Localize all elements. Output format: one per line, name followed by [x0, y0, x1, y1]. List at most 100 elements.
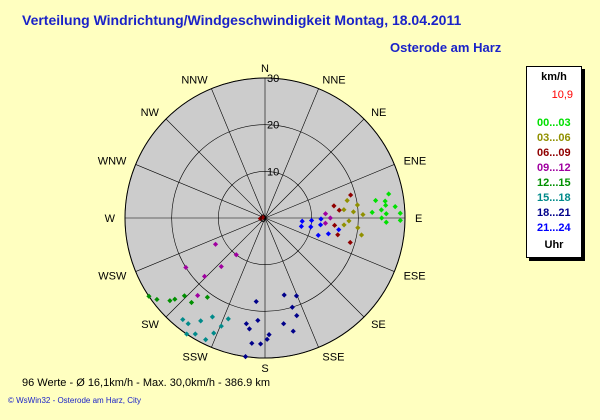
wind-point — [260, 214, 266, 220]
direction-label: WSW — [98, 270, 127, 282]
wind-point — [354, 202, 361, 208]
direction-label: W — [105, 213, 116, 225]
wind-point — [309, 217, 315, 224]
wind-point — [264, 336, 270, 342]
wind-point — [243, 321, 249, 327]
wind-point — [242, 354, 249, 360]
wind-point — [181, 293, 188, 299]
legend-max-value: 10,9 — [551, 89, 573, 101]
direction-label: S — [261, 363, 268, 375]
wind-point — [281, 321, 287, 327]
direction-label: NE — [371, 107, 386, 119]
wind-point — [360, 211, 366, 218]
direction-label: ENE — [404, 156, 427, 168]
wind-point — [249, 340, 255, 346]
wind-point — [211, 330, 217, 336]
wind-point — [185, 321, 191, 327]
wind-point — [346, 218, 352, 224]
wind-point — [347, 239, 353, 246]
wind-point — [195, 292, 201, 299]
wind-point — [322, 220, 329, 226]
wind-point — [146, 293, 152, 299]
footer-credit: © WsWin32 - Osterode am Harz, City — [8, 396, 142, 405]
wind-point — [266, 331, 272, 338]
wind-point — [336, 227, 342, 233]
wind-point — [209, 314, 216, 320]
wind-point — [253, 298, 259, 305]
direction-label: WNW — [98, 156, 127, 168]
ring-label: 10 — [267, 166, 279, 178]
wind-point — [341, 207, 347, 213]
wind-point — [198, 318, 204, 324]
wind-point — [397, 210, 403, 216]
wind-point — [383, 219, 389, 225]
direction-spokes — [125, 78, 405, 358]
direction-labels: N NNE NE ENE E ESE SE SSE S SSW SW WSW W WNW NW NNW — [98, 63, 427, 375]
direction-label: NNE — [322, 74, 345, 86]
direction-spoke — [264, 217, 319, 348]
wind-point — [167, 298, 173, 304]
wind-point — [336, 207, 342, 213]
wind-point — [188, 299, 195, 306]
direction-spoke — [264, 88, 319, 219]
direction-label: NW — [141, 107, 160, 119]
ring-labels: 10 20 30 — [267, 73, 279, 178]
wind-point — [308, 224, 314, 230]
wind-point — [218, 323, 224, 329]
legend-item: 03...06 — [537, 132, 571, 144]
wind-point — [355, 225, 361, 231]
wind-point — [212, 241, 219, 247]
ring-label: 30 — [267, 73, 279, 85]
wind-point — [298, 223, 304, 229]
wind-point — [379, 215, 385, 221]
wind-point — [294, 313, 300, 319]
stats-line: 96 Werte - Ø 16,1km/h - Max. 30,0km/h - … — [22, 377, 270, 389]
wind-point — [218, 263, 224, 270]
wind-point — [255, 317, 261, 324]
wind-point — [378, 207, 384, 213]
direction-label: N — [261, 63, 269, 75]
wind-point — [344, 197, 350, 204]
wind-point — [383, 211, 389, 217]
ring-label: 20 — [267, 120, 279, 132]
direction-label: E — [415, 213, 422, 225]
legend-item: 18...21 — [537, 207, 571, 219]
wind-point — [327, 215, 333, 221]
direction-spoke — [264, 164, 395, 219]
wind-point — [233, 252, 239, 258]
wind-point — [348, 192, 354, 198]
wind-point — [341, 222, 347, 228]
legend-item: 00...03 — [537, 117, 571, 129]
wind-point — [246, 326, 253, 332]
direction-label: SSW — [183, 352, 209, 364]
data-points — [146, 191, 403, 360]
wind-point — [172, 296, 178, 302]
wind-point — [317, 222, 324, 228]
wind-point — [332, 222, 338, 228]
wind-point — [392, 204, 398, 210]
wind-point — [318, 216, 324, 222]
direction-spoke — [264, 217, 365, 318]
direction-spoke — [135, 164, 266, 219]
legend-item: 15...18 — [537, 192, 571, 204]
wind-point — [192, 331, 198, 337]
direction-spoke — [264, 118, 365, 219]
location-label: Osterode am Harz — [390, 40, 502, 55]
direction-spoke — [211, 88, 266, 219]
wind-point — [369, 209, 375, 215]
legend-item: 09...12 — [537, 162, 571, 174]
wind-point — [397, 217, 403, 223]
wind-point — [322, 211, 329, 217]
wind-point — [350, 209, 357, 215]
wind-point — [154, 296, 160, 303]
wind-point — [183, 264, 189, 271]
direction-spoke — [165, 118, 266, 219]
legend: km/h 10,9 00...03 03...06 06...09 09...12 12… — [526, 66, 582, 258]
wind-point — [335, 232, 341, 238]
direction-spoke — [264, 217, 395, 272]
wind-point — [290, 328, 296, 334]
wind-point — [383, 202, 389, 208]
wind-point — [204, 294, 210, 300]
